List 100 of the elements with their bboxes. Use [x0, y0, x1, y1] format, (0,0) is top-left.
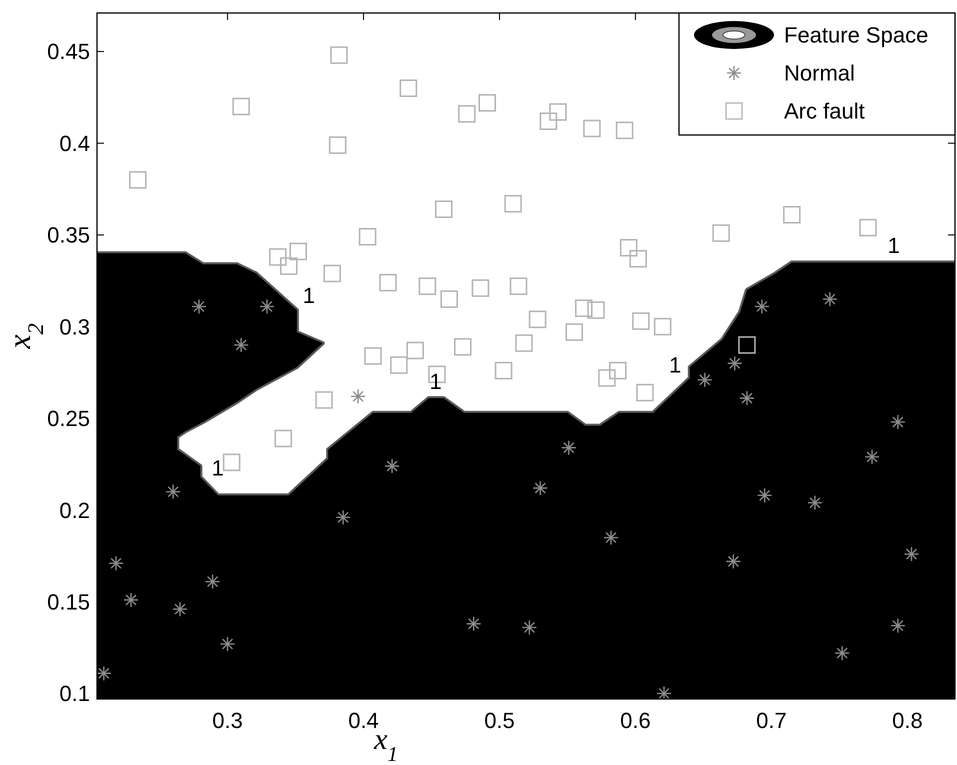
annotation: 1 [429, 368, 442, 394]
point [418, 278, 436, 296]
point [328, 136, 346, 154]
point [697, 372, 712, 388]
point [738, 336, 756, 354]
point [269, 248, 287, 266]
point [510, 278, 528, 296]
y-tick-label: 0.45 [47, 39, 90, 64]
annotation: 1 [888, 233, 900, 258]
point [890, 414, 906, 430]
point [478, 94, 496, 112]
y-tick-label: 0.15 [47, 589, 90, 614]
x-tick-label: 0.8 [892, 708, 923, 733]
point [220, 636, 236, 652]
x-tick-label: 0.5 [484, 708, 515, 733]
point [472, 279, 490, 297]
point [561, 440, 576, 456]
point [289, 242, 307, 260]
point [232, 98, 250, 116]
point [191, 298, 207, 314]
point [754, 298, 770, 314]
point [233, 337, 249, 353]
legend-label: Arc fault [784, 98, 865, 124]
point [350, 388, 366, 404]
point [636, 384, 654, 402]
point [379, 274, 397, 292]
point [204, 574, 220, 590]
x-tick-label: 0.3 [212, 708, 243, 733]
y-tick-label: 0.4 [59, 130, 90, 156]
point [123, 592, 139, 608]
point [528, 310, 546, 328]
point [712, 224, 730, 242]
point [494, 362, 512, 380]
point [756, 488, 772, 504]
point [859, 218, 877, 236]
point [620, 239, 638, 257]
point [222, 454, 240, 472]
point [323, 264, 341, 282]
point [458, 105, 476, 123]
y-tick-label: 0.1 [59, 681, 90, 706]
point [739, 390, 755, 406]
point [549, 103, 567, 121]
point [864, 449, 880, 465]
point [165, 484, 181, 500]
point [783, 206, 801, 224]
x-tick-label: 0.7 [756, 708, 787, 733]
point [504, 195, 522, 213]
annotation: 1 [669, 352, 682, 378]
point [434, 200, 452, 218]
annotation: 1 [302, 282, 316, 308]
point [515, 334, 533, 352]
point [400, 79, 418, 97]
point [454, 338, 472, 356]
x-tick-label: 0.6 [620, 708, 651, 733]
point [330, 46, 348, 64]
point [172, 601, 188, 617]
point [540, 112, 558, 130]
point [575, 300, 593, 318]
point [358, 228, 376, 246]
y-tick-label: 0.3 [59, 314, 90, 340]
point [603, 530, 619, 546]
point [822, 291, 838, 307]
point [406, 342, 424, 360]
point [315, 391, 333, 409]
point [108, 556, 124, 571]
point [727, 356, 742, 371]
legend-label: Normal [784, 60, 855, 86]
point [587, 301, 605, 319]
point [97, 666, 112, 681]
point [807, 495, 823, 510]
point [654, 318, 672, 336]
point [532, 480, 548, 496]
point [129, 171, 147, 189]
point [390, 356, 408, 374]
point [466, 616, 482, 632]
point [616, 122, 634, 140]
point [259, 298, 275, 314]
y-tick-label: 0.25 [47, 406, 90, 432]
point [280, 257, 298, 275]
point [598, 369, 616, 387]
point [566, 323, 584, 341]
point [890, 618, 906, 634]
point [522, 620, 538, 636]
point [384, 458, 400, 474]
point [583, 120, 601, 138]
point [440, 290, 458, 308]
point [609, 362, 627, 380]
point [629, 250, 647, 268]
annotation: 1 [212, 455, 224, 480]
point [632, 312, 650, 330]
y-tick-label: 0.2 [59, 498, 90, 523]
point [364, 347, 382, 365]
point [834, 645, 850, 661]
legend-label: Feature Space [784, 22, 928, 48]
point [274, 430, 292, 448]
point [656, 686, 672, 699]
point [335, 510, 351, 526]
y-tick-label: 0.35 [47, 222, 90, 248]
point [904, 546, 920, 562]
point [726, 554, 742, 570]
